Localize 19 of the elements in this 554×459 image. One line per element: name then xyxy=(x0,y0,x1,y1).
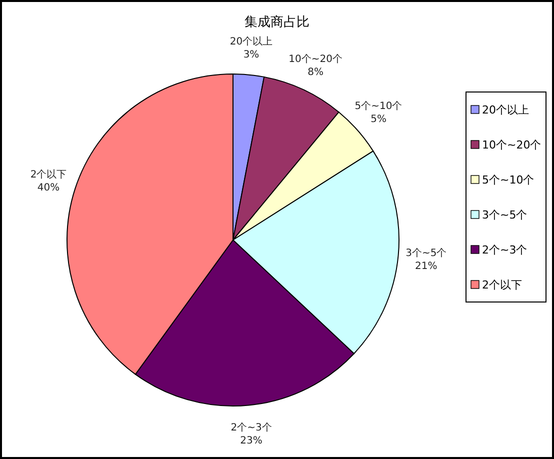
legend-label: 2个以下 xyxy=(482,278,522,292)
slice-label: 20个以上 xyxy=(230,35,273,48)
legend-label: 20个以上 xyxy=(482,104,529,116)
slice-label: 5个~10个 xyxy=(354,100,402,112)
legend-label: 2个~3个 xyxy=(482,244,528,256)
chart-title: 集成商占比 xyxy=(244,15,310,30)
data-label: 5% xyxy=(370,114,386,126)
slice-label: 2个以下 xyxy=(30,168,67,181)
legend-label: 3个~5个 xyxy=(482,208,528,222)
data-label: 21% xyxy=(415,260,438,272)
slice-label: 3个~5个 xyxy=(406,246,447,259)
legend-label: 5个~10个 xyxy=(482,174,534,186)
data-label: 23% xyxy=(240,436,262,447)
data-label: 3% xyxy=(243,49,260,60)
slice-label: 2个~3个 xyxy=(230,422,272,434)
data-label: 8% xyxy=(308,66,324,78)
slice-label: 10个~20个 xyxy=(288,52,343,65)
legend-label: 10个~20个 xyxy=(482,138,542,152)
data-label: 40% xyxy=(37,182,60,194)
